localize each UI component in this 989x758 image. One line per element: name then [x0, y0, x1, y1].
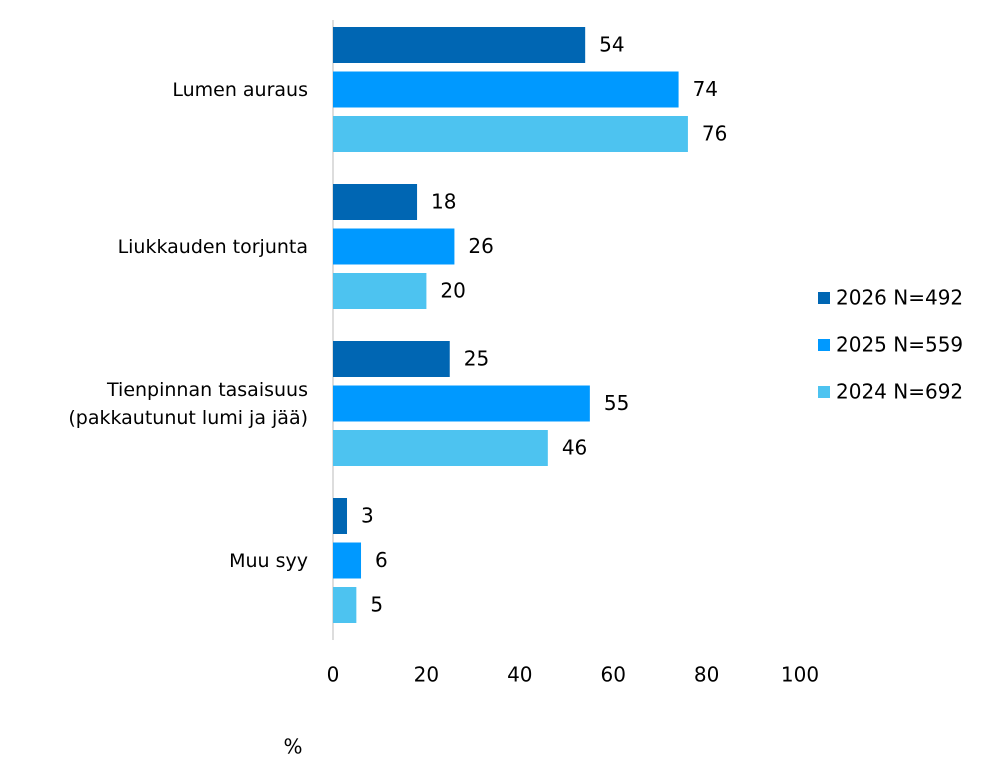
bar	[333, 341, 450, 377]
x-tick-label: 0	[327, 663, 340, 687]
bar	[333, 71, 679, 108]
bar	[333, 184, 418, 220]
value-label: 46	[562, 436, 587, 460]
value-label: 76	[702, 122, 727, 146]
value-label: 3	[361, 504, 374, 528]
bar	[333, 430, 548, 466]
category-label: Liukkauden torjunta	[117, 235, 308, 258]
bar	[333, 385, 590, 422]
legend-label: 2025 N=559	[836, 333, 963, 357]
bar	[333, 542, 362, 579]
category-label: Lumen auraus	[172, 78, 308, 101]
legend-swatch	[818, 292, 830, 304]
category-label: Tienpinnan tasaisuus (pakkautunut lumi j…	[68, 378, 308, 429]
value-label: 55	[604, 391, 629, 415]
x-axis-label: %	[283, 735, 302, 758]
x-tick-label: 100	[781, 663, 819, 687]
x-tick-label: 40	[507, 663, 532, 687]
x-tick-label: 60	[600, 663, 625, 687]
value-label: 18	[431, 190, 456, 214]
legend-swatch	[818, 386, 830, 398]
category-label: Muu syy	[229, 549, 308, 572]
bar	[333, 587, 357, 623]
legend-swatch	[818, 339, 830, 351]
value-label: 25	[464, 347, 489, 371]
bar	[333, 228, 455, 265]
value-label: 20	[440, 279, 465, 303]
bar	[333, 116, 688, 152]
bar	[333, 498, 348, 534]
value-label: 6	[375, 548, 388, 572]
value-label: 5	[370, 593, 383, 617]
value-label: 54	[599, 33, 624, 57]
legend-label: 2026 N=492	[836, 286, 963, 310]
x-tick-label: 80	[694, 663, 719, 687]
value-label: 74	[693, 77, 718, 101]
bar	[333, 27, 586, 63]
x-tick-label: 20	[414, 663, 439, 687]
value-label: 26	[468, 234, 493, 258]
legend-label: 2024 N=692	[836, 380, 963, 404]
bar	[333, 273, 427, 309]
